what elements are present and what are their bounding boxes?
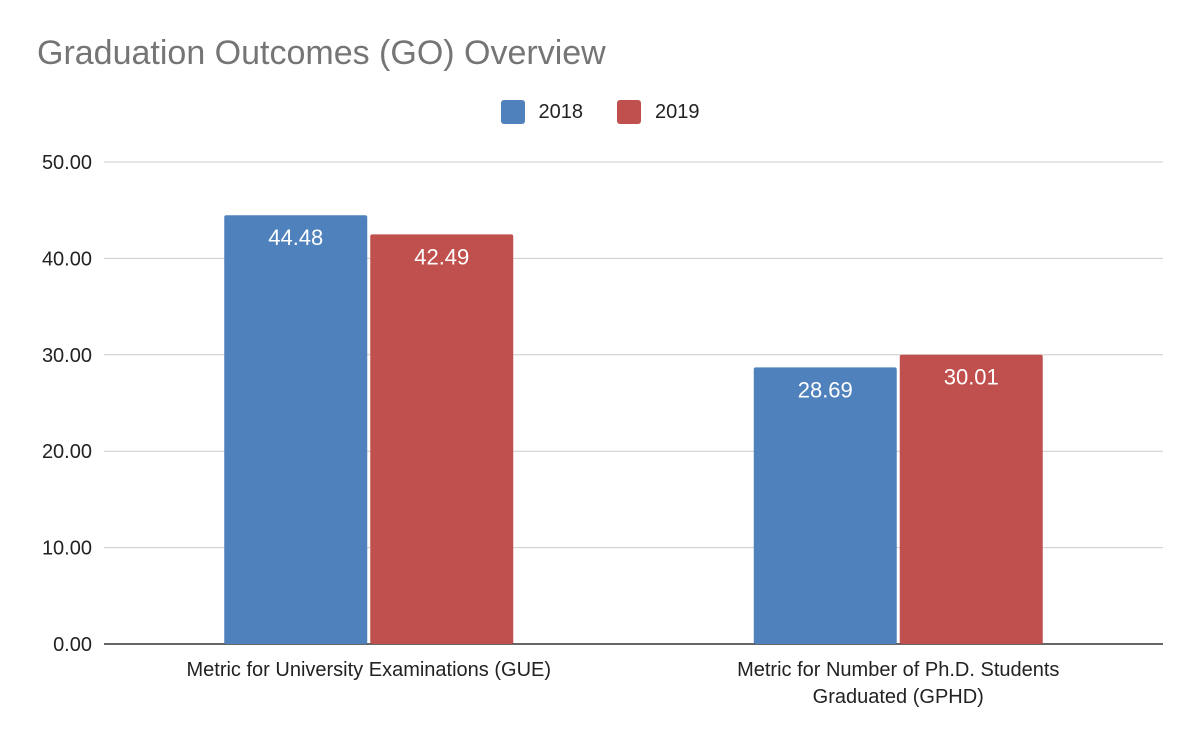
y-tick-label: 40.00 (42, 248, 92, 270)
y-tick-label: 20.00 (42, 441, 92, 463)
legend-label-2018: 2018 (538, 100, 584, 123)
legend-swatch-2018 (500, 100, 525, 124)
legend-label-2019: 2019 (655, 100, 700, 123)
chart-title: Graduation Outcomes (GO) Overview (37, 34, 606, 72)
data-label: 30.01 (944, 365, 999, 390)
x-tick-label: Metric for Number of Ph.D. Students (737, 659, 1059, 681)
y-tick-label: 0.00 (53, 634, 92, 656)
x-tick-label: Graduated (GPHD) (813, 686, 984, 708)
y-tick-label: 10.00 (42, 538, 92, 560)
legend-item-2019: 2019 (617, 100, 700, 124)
data-label: 44.48 (268, 225, 323, 250)
bar-2019 (899, 354, 1043, 644)
bar-2018 (224, 215, 368, 644)
y-tick-label: 50.00 (42, 152, 92, 174)
bar-2018 (753, 367, 897, 644)
legend-item-2018: 2018 (500, 100, 584, 124)
data-label: 42.49 (414, 244, 469, 269)
y-tick-label: 30.00 (42, 345, 92, 367)
bar-2019 (370, 234, 514, 644)
x-tick-label: Metric for University Examinations (GUE) (186, 659, 551, 681)
legend: 2018 2019 (0, 100, 1200, 124)
data-label: 28.69 (798, 377, 853, 402)
legend-swatch-2019 (617, 100, 641, 124)
